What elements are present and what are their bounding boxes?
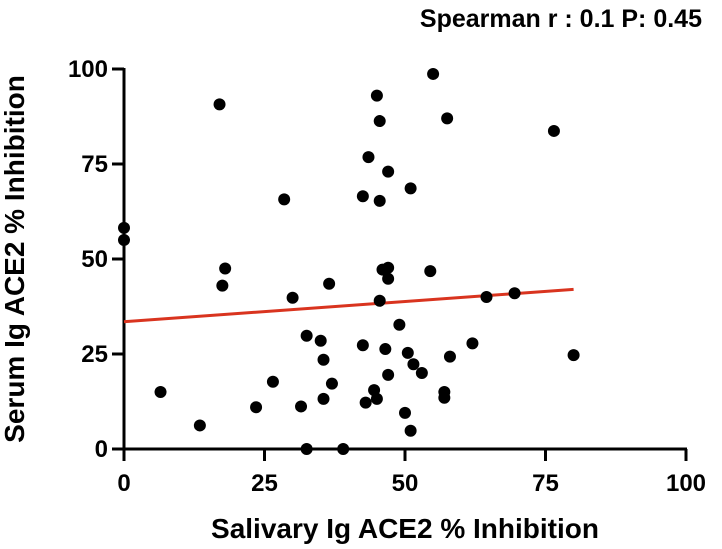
data-point [370, 89, 383, 102]
chart-title: Spearman r : 0.1 P: 0.45 [420, 5, 702, 33]
data-point [216, 279, 229, 292]
data-point [250, 401, 263, 414]
data-point [404, 424, 417, 437]
data-point [370, 392, 383, 405]
data-point [382, 261, 395, 274]
y-tick-label: 50 [81, 246, 108, 273]
data-point [359, 396, 372, 409]
x-tick-label: 25 [251, 470, 278, 497]
data-point [438, 391, 451, 404]
data-point [317, 392, 330, 405]
y-tick-label: 100 [68, 56, 108, 83]
x-axis-title: Salivary Ig ACE2 % Inhibition [211, 513, 599, 544]
data-point [393, 318, 406, 331]
y-tick-label: 25 [81, 341, 108, 368]
data-point [317, 353, 330, 366]
data-point [323, 277, 336, 290]
axes: 0 25 50 75 100 0 25 50 75 100 [68, 56, 706, 497]
data-point [424, 265, 437, 278]
data-point [300, 329, 313, 342]
x-tick-label: 100 [666, 470, 706, 497]
data-point [379, 343, 392, 356]
data-point [382, 272, 395, 285]
data-point [356, 190, 369, 203]
data-point [401, 346, 414, 359]
data-point [118, 221, 130, 234]
x-tick-label: 75 [532, 470, 559, 497]
data-point [382, 165, 395, 178]
data-point [404, 182, 417, 195]
data-point [480, 291, 493, 303]
data-point [415, 367, 428, 379]
data-point [547, 124, 560, 137]
y-tick-label: 0 [95, 436, 108, 463]
data-point [295, 400, 308, 413]
data-point [427, 67, 440, 80]
data-point [466, 337, 479, 350]
regression-line-group [123, 287, 574, 324]
data-point [362, 151, 375, 164]
data-point [399, 406, 411, 419]
data-point [373, 194, 386, 207]
data-point [356, 339, 369, 352]
data-points [118, 67, 580, 455]
y-tick-label: 75 [81, 151, 108, 178]
data-point [508, 287, 521, 300]
data-point [443, 350, 456, 363]
data-point [193, 419, 206, 432]
x-tick-label: 50 [392, 470, 419, 497]
data-point [219, 262, 232, 275]
data-point [373, 115, 386, 128]
data-point [300, 443, 313, 455]
data-point [266, 375, 279, 388]
regression-line [123, 287, 574, 324]
data-point [373, 294, 386, 307]
data-point [325, 377, 338, 390]
data-point [407, 358, 420, 371]
data-point [213, 98, 226, 111]
data-point [567, 349, 580, 362]
data-point [154, 386, 167, 398]
y-axis-title: Serum Ig ACE2 % Inhibition [0, 75, 30, 443]
data-point [382, 368, 395, 381]
data-point [314, 334, 327, 347]
data-point [441, 112, 454, 125]
data-point [337, 443, 350, 455]
data-point [278, 193, 291, 206]
data-point [118, 234, 130, 246]
data-point [286, 291, 299, 304]
x-tick-label: 0 [117, 470, 130, 497]
